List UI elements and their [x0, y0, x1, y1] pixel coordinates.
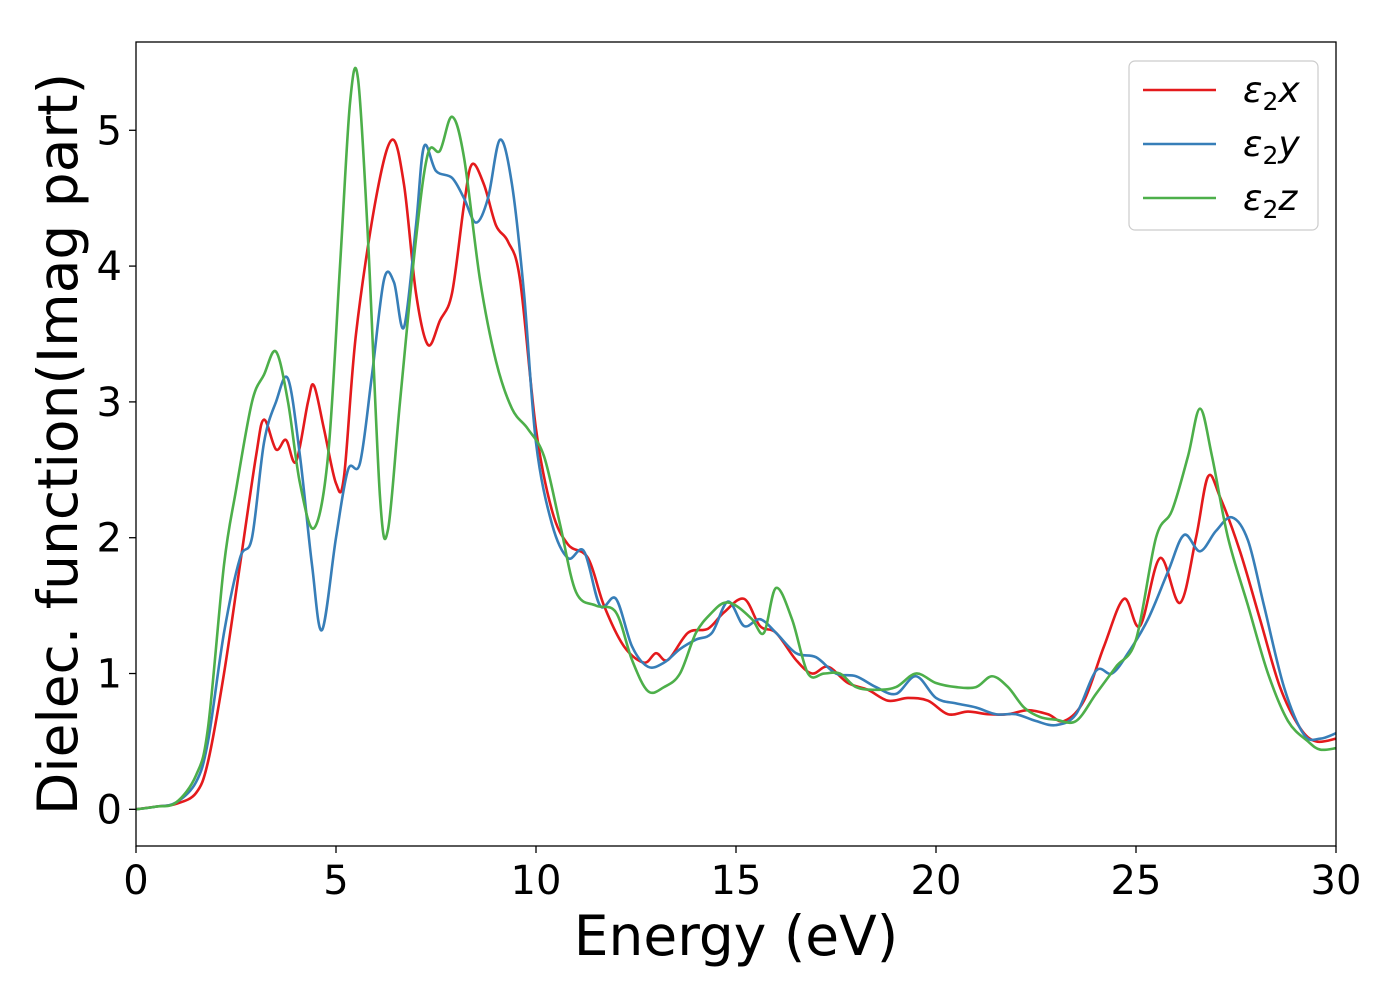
- legend-box: [1128, 60, 1319, 231]
- legend-label-3: ε2z: [1243, 178, 1298, 224]
- y-axis: 0 1 2 3 4 5: [97, 108, 136, 833]
- x-tick-label: 30: [1311, 858, 1362, 904]
- series-line-3: [136, 66, 1336, 811]
- y-tick-label: 5: [97, 108, 122, 154]
- x-tick-label: 20: [911, 858, 962, 904]
- series-layer: [136, 66, 1336, 811]
- y-axis-label: Dielec. function(Imag part): [26, 73, 90, 815]
- series-line-2: [136, 138, 1336, 811]
- legend: ε2x ε2y ε2z: [1128, 60, 1319, 231]
- x-axis: 0 5 10 15 20 25 30: [123, 846, 1361, 904]
- x-axis-label: Energy (eV): [574, 904, 898, 968]
- y-tick-label: 3: [97, 380, 122, 426]
- y-tick-label: 1: [97, 652, 122, 698]
- legend-label-1: ε2x: [1243, 70, 1300, 116]
- x-tick-label: 5: [323, 858, 348, 904]
- y-tick-label: 4: [97, 244, 122, 290]
- x-tick-label: 25: [1111, 858, 1162, 904]
- x-tick-label: 0: [123, 858, 148, 904]
- legend-label-2: ε2y: [1243, 124, 1300, 170]
- x-tick-label: 15: [711, 858, 762, 904]
- y-tick-label: 2: [97, 516, 122, 562]
- series-line-1: [136, 138, 1336, 811]
- y-tick-label: 0: [97, 787, 122, 833]
- x-tick-label: 10: [511, 858, 562, 904]
